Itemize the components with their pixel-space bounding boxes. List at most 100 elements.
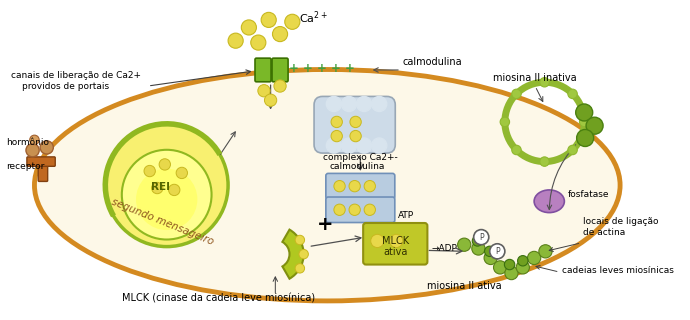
Circle shape [349, 180, 360, 192]
Ellipse shape [106, 124, 228, 247]
Ellipse shape [122, 150, 212, 240]
Circle shape [518, 256, 528, 266]
FancyBboxPatch shape [363, 223, 427, 265]
FancyBboxPatch shape [38, 161, 48, 181]
Circle shape [540, 77, 549, 87]
Text: calmodulina: calmodulina [329, 162, 384, 171]
Text: miosina II inativa: miosina II inativa [493, 73, 576, 83]
Circle shape [349, 204, 360, 215]
Circle shape [364, 180, 375, 192]
Circle shape [264, 94, 277, 106]
Text: hormônio: hormônio [6, 138, 49, 147]
Circle shape [334, 204, 345, 215]
Text: REI: REI [150, 182, 170, 192]
Ellipse shape [136, 169, 197, 230]
Circle shape [568, 145, 578, 155]
Circle shape [285, 14, 300, 29]
Circle shape [261, 12, 276, 28]
Circle shape [40, 141, 53, 154]
Circle shape [250, 35, 266, 50]
Circle shape [371, 234, 384, 248]
Circle shape [575, 104, 593, 121]
Circle shape [326, 96, 342, 112]
Circle shape [504, 259, 515, 270]
Circle shape [372, 96, 387, 112]
Circle shape [580, 117, 589, 127]
Text: ATP: ATP [398, 211, 414, 220]
Text: locais de ligação
de actina: locais de ligação de actina [583, 217, 659, 237]
FancyBboxPatch shape [314, 96, 395, 153]
Circle shape [228, 33, 243, 48]
Circle shape [372, 138, 387, 153]
Circle shape [512, 145, 521, 155]
Circle shape [326, 138, 342, 153]
Circle shape [241, 20, 257, 35]
Text: canais de liberação de Ca2+: canais de liberação de Ca2+ [11, 71, 141, 80]
Circle shape [500, 117, 510, 127]
Circle shape [331, 131, 342, 142]
Text: P: P [495, 247, 500, 256]
Text: MLCK (cinase da cadeia leve miosínica): MLCK (cinase da cadeia leve miosínica) [122, 293, 315, 303]
Circle shape [350, 116, 362, 128]
Circle shape [30, 135, 39, 145]
Circle shape [357, 96, 372, 112]
FancyBboxPatch shape [326, 173, 395, 199]
Circle shape [528, 251, 541, 265]
FancyBboxPatch shape [326, 197, 395, 222]
Text: +: + [317, 215, 333, 234]
Circle shape [299, 250, 308, 259]
Text: + + + + +: + + + + + [290, 62, 355, 75]
Circle shape [505, 267, 518, 280]
Circle shape [540, 157, 549, 166]
Circle shape [342, 96, 357, 112]
Text: fosfatase: fosfatase [568, 190, 610, 199]
Ellipse shape [534, 190, 564, 212]
Circle shape [295, 264, 304, 273]
Circle shape [26, 144, 39, 157]
Circle shape [539, 245, 552, 258]
FancyBboxPatch shape [272, 58, 288, 82]
Circle shape [390, 234, 403, 248]
Circle shape [357, 138, 372, 153]
Circle shape [295, 235, 304, 245]
Circle shape [258, 84, 270, 97]
Circle shape [342, 138, 357, 153]
Circle shape [152, 182, 163, 194]
Circle shape [350, 131, 362, 142]
Circle shape [516, 261, 529, 274]
Text: complexo Ca2+-: complexo Ca2+- [322, 153, 397, 162]
Circle shape [334, 180, 345, 192]
Circle shape [490, 244, 505, 259]
Circle shape [586, 117, 603, 134]
Circle shape [457, 238, 471, 251]
Text: calmodulina: calmodulina [403, 57, 462, 67]
Circle shape [512, 89, 521, 99]
FancyBboxPatch shape [255, 58, 271, 82]
Text: cadeias leves miosínicas: cadeias leves miosínicas [562, 266, 673, 275]
Circle shape [168, 184, 180, 196]
Text: $\mathregular{Ca^{2+}}$: $\mathregular{Ca^{2+}}$ [299, 10, 328, 26]
Circle shape [274, 80, 286, 92]
Text: providos de portais: providos de portais [22, 82, 109, 91]
Text: MLCK
ativa: MLCK ativa [382, 236, 409, 257]
Circle shape [568, 89, 578, 99]
Circle shape [473, 230, 489, 245]
Text: receptor: receptor [6, 162, 44, 171]
Circle shape [159, 159, 170, 170]
Wedge shape [282, 230, 304, 279]
Circle shape [144, 165, 155, 177]
Circle shape [484, 246, 495, 257]
Text: miosina II ativa: miosina II ativa [427, 281, 502, 291]
Circle shape [493, 261, 506, 274]
Text: P: P [479, 233, 484, 242]
Ellipse shape [34, 69, 620, 301]
Circle shape [577, 130, 593, 147]
Circle shape [484, 251, 497, 265]
Circle shape [472, 242, 485, 255]
Circle shape [331, 116, 342, 128]
Text: segundo mensageiro: segundo mensageiro [110, 196, 215, 247]
Circle shape [364, 204, 375, 215]
Text: →ADP: →ADP [431, 244, 457, 253]
FancyBboxPatch shape [27, 157, 55, 166]
Circle shape [273, 27, 288, 42]
